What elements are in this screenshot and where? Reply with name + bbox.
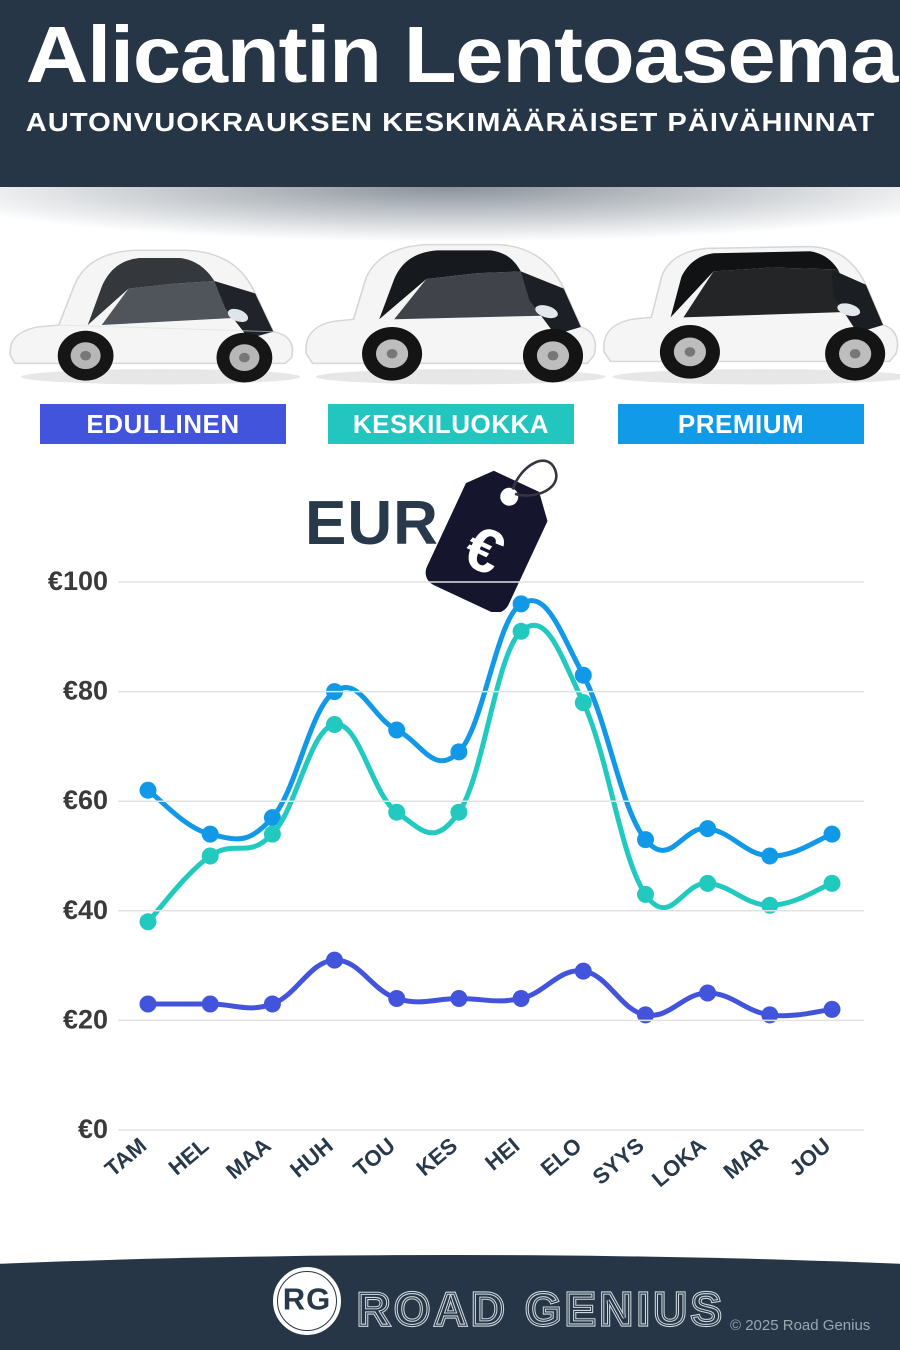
- svg-text:€60: €60: [63, 785, 108, 815]
- svg-text:MAA: MAA: [221, 1133, 276, 1184]
- svg-text:€100: €100: [48, 566, 108, 596]
- svg-text:€80: €80: [63, 676, 108, 706]
- svg-text:SYYS: SYYS: [588, 1133, 649, 1190]
- svg-text:HEI: HEI: [480, 1133, 524, 1176]
- svg-text:€0: €0: [78, 1114, 108, 1144]
- svg-text:€20: €20: [63, 1004, 108, 1034]
- svg-text:JOU: JOU: [784, 1133, 835, 1181]
- svg-text:TOU: TOU: [349, 1133, 400, 1182]
- svg-text:LOKA: LOKA: [647, 1133, 711, 1192]
- svg-text:€40: €40: [63, 895, 108, 925]
- svg-text:ELO: ELO: [536, 1133, 587, 1181]
- svg-text:MAR: MAR: [719, 1133, 774, 1184]
- svg-text:HUH: HUH: [285, 1133, 338, 1183]
- svg-text:HEL: HEL: [164, 1133, 214, 1180]
- svg-text:KES: KES: [411, 1133, 462, 1181]
